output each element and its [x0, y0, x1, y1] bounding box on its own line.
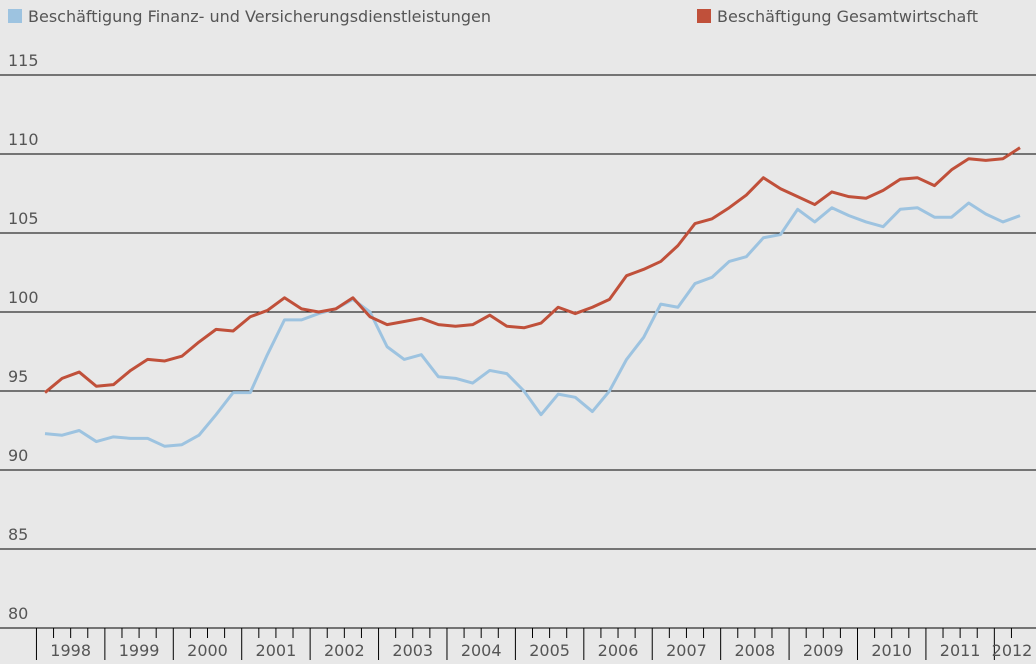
y-tick-label: 105	[8, 209, 39, 228]
series-line	[44, 146, 1021, 394]
x-tick-label: 2004	[461, 641, 502, 660]
x-tick-label: 1999	[119, 641, 160, 660]
x-tick-label: 2012	[992, 641, 1033, 660]
legend-swatch	[697, 9, 711, 23]
y-tick-label: 95	[8, 367, 28, 386]
y-tick-label: 85	[8, 525, 28, 544]
legend-label: Beschäftigung Finanz- und Versicherungsd…	[28, 7, 491, 26]
x-tick-label: 2001	[256, 641, 297, 660]
y-tick-label: 90	[8, 446, 28, 465]
x-tick-label: 2006	[598, 641, 639, 660]
x-tick-label: 2005	[529, 641, 570, 660]
x-tick-label: 2010	[871, 641, 912, 660]
y-tick-label: 100	[8, 288, 39, 307]
x-tick-label: 2003	[392, 641, 433, 660]
legend-label: Beschäftigung Gesamtwirtschaft	[717, 7, 978, 26]
y-tick-label: 115	[8, 51, 39, 70]
y-tick-label: 80	[8, 604, 28, 623]
series-line	[44, 201, 1021, 448]
legend-swatch	[8, 9, 22, 23]
x-tick-label: 2000	[187, 641, 228, 660]
x-tick-label: 1998	[50, 641, 91, 660]
x-tick-label: 2002	[324, 641, 365, 660]
y-tick-label: 110	[8, 130, 39, 149]
x-tick-label: 2008	[735, 641, 776, 660]
x-tick-label: 2009	[803, 641, 844, 660]
x-tick-label: 2007	[666, 641, 707, 660]
x-tick-label: 2011	[940, 641, 981, 660]
